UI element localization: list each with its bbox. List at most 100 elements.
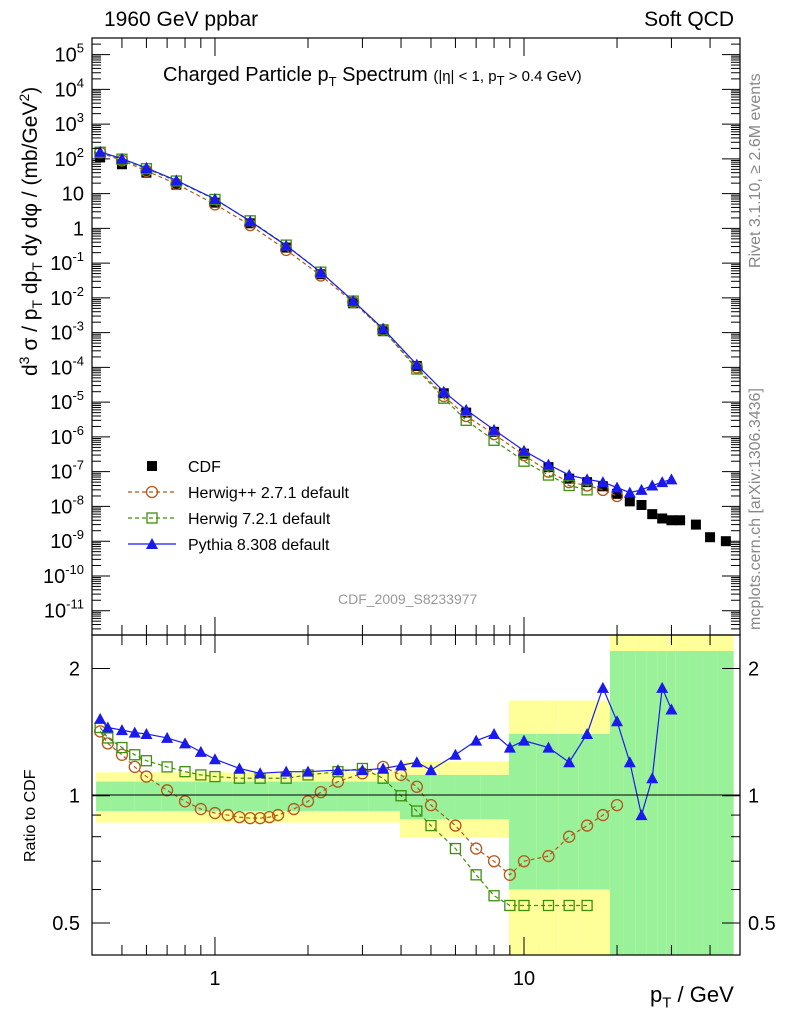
- ratio-y-axis-label: Ratio to CDF: [22, 769, 39, 862]
- pythia-ratio-point: [665, 703, 678, 715]
- ratio-y-tick-label-left: 1: [69, 786, 80, 808]
- y-tick-label: 10-1: [50, 249, 84, 275]
- plot-title-cut-rest: > 0.4 GeV): [504, 68, 582, 85]
- herwigpp-ratio-point: [160, 784, 174, 797]
- pythia-point: [665, 473, 678, 485]
- cdf-band-inner: [134, 781, 162, 812]
- cdf-band-inner: [594, 733, 610, 890]
- herwig7-ratio-point: [395, 790, 407, 802]
- cdf-band-inner: [368, 781, 400, 812]
- cdf-band-inner: [657, 650, 667, 955]
- herwigpp-ratio-point: [253, 812, 267, 825]
- analysis-id: CDF_2009_S8233977: [338, 591, 478, 607]
- cdf-band-inner: [609, 650, 624, 955]
- y-tick-exponent: -2: [72, 284, 84, 299]
- y-tick-exponent: -10: [65, 562, 84, 577]
- pythia-ratio-point: [623, 756, 636, 768]
- cdf-band-inner: [454, 774, 481, 820]
- cdf-band-inner: [675, 650, 689, 955]
- y-tick-exponent: -1: [72, 249, 84, 264]
- herwigpp-legend-marker: [145, 485, 159, 499]
- pythia-legend-label: Pythia 8.308 default: [188, 537, 330, 554]
- y-tick-base: 10: [44, 601, 66, 623]
- cdf-band-inner: [702, 650, 718, 955]
- cdf-band-inner: [717, 650, 734, 955]
- herwig7-point: [563, 479, 575, 492]
- pythia-point: [542, 458, 555, 470]
- pythia-point: [94, 145, 107, 157]
- y-tick-base: 10: [50, 357, 72, 379]
- y-tick-label: 10-2: [50, 284, 84, 310]
- herwigpp-ratio-line: [99, 731, 618, 876]
- y-tick-label: 10-9: [50, 527, 84, 553]
- y-tick-label: 10-5: [50, 388, 84, 414]
- herwig7-ratio-point: [102, 732, 114, 744]
- herwigpp-ratio-point: [487, 855, 501, 868]
- cdf-band-inner: [96, 781, 112, 812]
- pythia-ratio-point: [194, 745, 207, 757]
- cdf-band-inner: [666, 650, 676, 955]
- plot-title-cut: (|η| < 1, pT > 0.4 GeV): [433, 68, 582, 88]
- herwigpp-ratio-point: [563, 830, 576, 843]
- herwig7-line: [99, 151, 588, 491]
- legend: CDF Herwig++ 2.7.1 default Herwig 7.2.1 de…: [128, 459, 350, 554]
- pythia-ratio-point: [179, 737, 192, 749]
- herwigpp-ratio-point: [221, 808, 234, 822]
- cdf-band-inner: [111, 781, 135, 812]
- axes: 1 1010510410310210110-110-210-310-410-510…: [43, 37, 776, 990]
- pythia-ratio-point: [115, 724, 128, 736]
- y-tick-base: 10: [50, 496, 72, 518]
- pythia-point: [437, 385, 450, 397]
- cdf-point: [636, 499, 647, 510]
- herwig7-legend-marker: [146, 512, 158, 524]
- y-tick-base: 10: [50, 392, 72, 414]
- herwig7-ratio-point: [209, 770, 221, 783]
- y-tick-label: 10-4: [50, 353, 84, 379]
- y-tick-label: 10-6: [50, 423, 84, 449]
- y-tick-label: 102: [55, 145, 84, 171]
- pythia-point: [611, 481, 624, 493]
- ratio-y-tick-label-right: 2: [748, 658, 759, 680]
- herwigpp-ratio-point: [301, 795, 315, 808]
- pythia-point: [347, 294, 360, 306]
- ratio-y-tick-label-left: 0.5: [52, 913, 80, 935]
- y-tick-label: 10-8: [50, 492, 84, 518]
- y-tick-base: 10: [50, 323, 72, 345]
- pythia-point: [460, 403, 473, 415]
- herwig7-legend-label: Herwig 7.2.1 default: [188, 511, 331, 528]
- herwigpp-ratio-point: [178, 795, 192, 808]
- cdf-band-inner: [646, 650, 658, 955]
- y-tick-base: 10: [55, 149, 77, 171]
- pythia-ratio-point: [356, 764, 369, 776]
- ratio-plot-marks: [93, 681, 678, 912]
- pythia-point: [170, 174, 183, 186]
- pythia-point: [140, 161, 153, 173]
- rivet-version-label: Rivet 3.1.10, ≥ 2.6M events: [747, 73, 764, 268]
- herwig7-ratio-point: [129, 749, 141, 761]
- y-tick-label: 1: [73, 218, 84, 240]
- energy-label: 1960 GeV ppbar: [104, 8, 259, 31]
- herwigpp-ratio-point: [469, 842, 483, 855]
- herwig7-ratio-point: [195, 769, 207, 781]
- pythia-ratio-point: [646, 772, 659, 784]
- y-tick-base: 10: [50, 462, 72, 484]
- y-tick-label: 10-3: [50, 319, 84, 345]
- cdf-point: [690, 519, 701, 530]
- y-tick-base: 10: [43, 566, 65, 588]
- herwigpp-ratio-point: [542, 849, 555, 863]
- pythia-ratio-point: [488, 727, 501, 739]
- pythia-ratio-point: [140, 727, 153, 739]
- y-tick-exponent: -8: [72, 492, 84, 507]
- cdf-band-inner: [578, 733, 595, 890]
- pythia-ratio-point: [94, 712, 107, 724]
- pythia-ratio-line: [99, 685, 672, 816]
- cdf-point: [612, 488, 623, 499]
- cdf-band-inner: [430, 774, 455, 820]
- herwig7-ratio-point: [179, 766, 191, 778]
- herwigpp-ratio-point: [517, 855, 531, 868]
- herwig7-point: [518, 455, 530, 467]
- pythia-ratio-point: [280, 765, 293, 777]
- pythia-point: [646, 479, 659, 491]
- plot-title-rest: Spectrum: [336, 64, 428, 86]
